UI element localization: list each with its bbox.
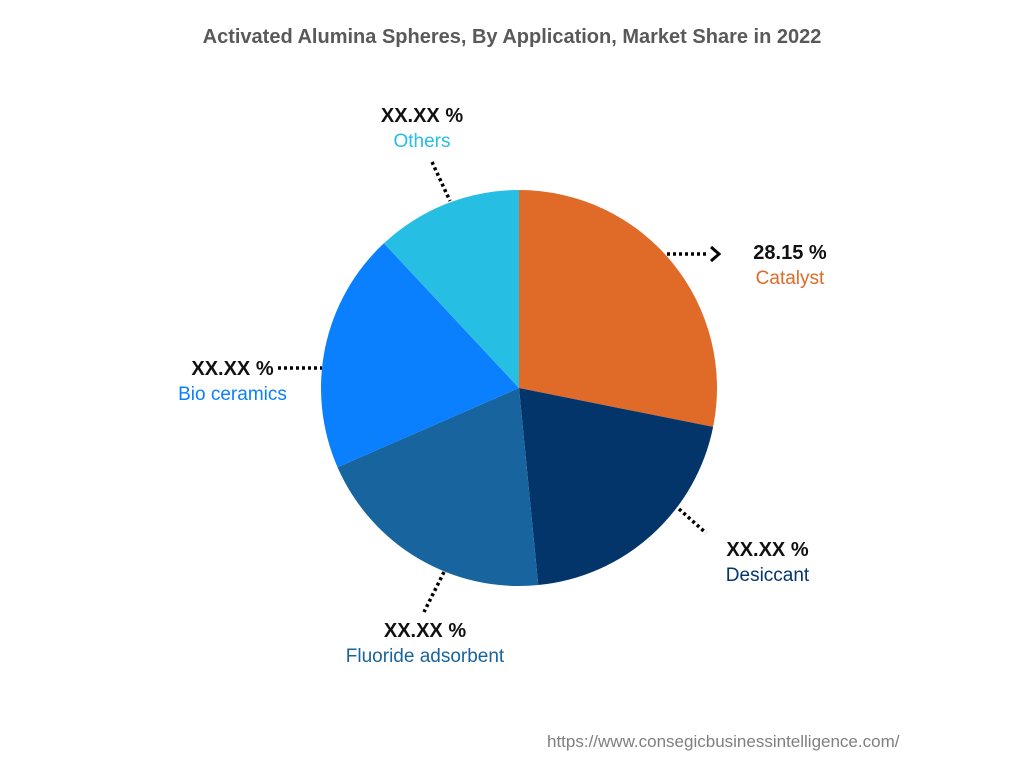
desiccant-name: Desiccant (725, 565, 810, 586)
bio-ceramics-name: Bio ceramics (178, 384, 287, 405)
fluoride-adsorbent-name: Fluoride adsorbent (345, 646, 505, 667)
arrowhead-icon (710, 245, 722, 263)
others-value: XX.XX % (380, 105, 464, 127)
label-others: XX.XX % Others (362, 103, 482, 155)
others-name: Others (393, 131, 451, 152)
pie-slice-desiccant (519, 388, 714, 586)
pie-slice-others (383, 190, 519, 388)
leader-line-desiccant (677, 507, 708, 535)
chart-title: Activated Alumina Spheres, By Applicatio… (202, 26, 822, 48)
source-url: https://www.consegicbusinessintelligence… (547, 732, 900, 751)
desiccant-value: XX.XX % (726, 539, 809, 561)
bio-ceramics-value: XX.XX % (191, 358, 274, 380)
pie-slice-fluoride-adsorbent (337, 388, 539, 586)
fluoride-adsorbent-value: XX.XX % (383, 620, 467, 642)
label-desiccant: XX.XX % Desiccant (710, 537, 825, 589)
catalyst-name: Catalyst (755, 268, 825, 289)
label-catalyst: 28.15 % Catalyst (740, 240, 840, 292)
leader-line-fluoride-adsorbent (422, 571, 446, 613)
catalyst-value: 28.15 % (753, 242, 827, 264)
leader-line-others (430, 161, 452, 202)
label-bio-ceramics: XX.XX % Bio ceramics (160, 356, 305, 408)
pie-slice-catalyst (519, 190, 717, 427)
pie-slice-bio-ceramics (320, 243, 519, 468)
label-fluoride-adsorbent: XX.XX % Fluoride adsorbent (320, 618, 530, 670)
